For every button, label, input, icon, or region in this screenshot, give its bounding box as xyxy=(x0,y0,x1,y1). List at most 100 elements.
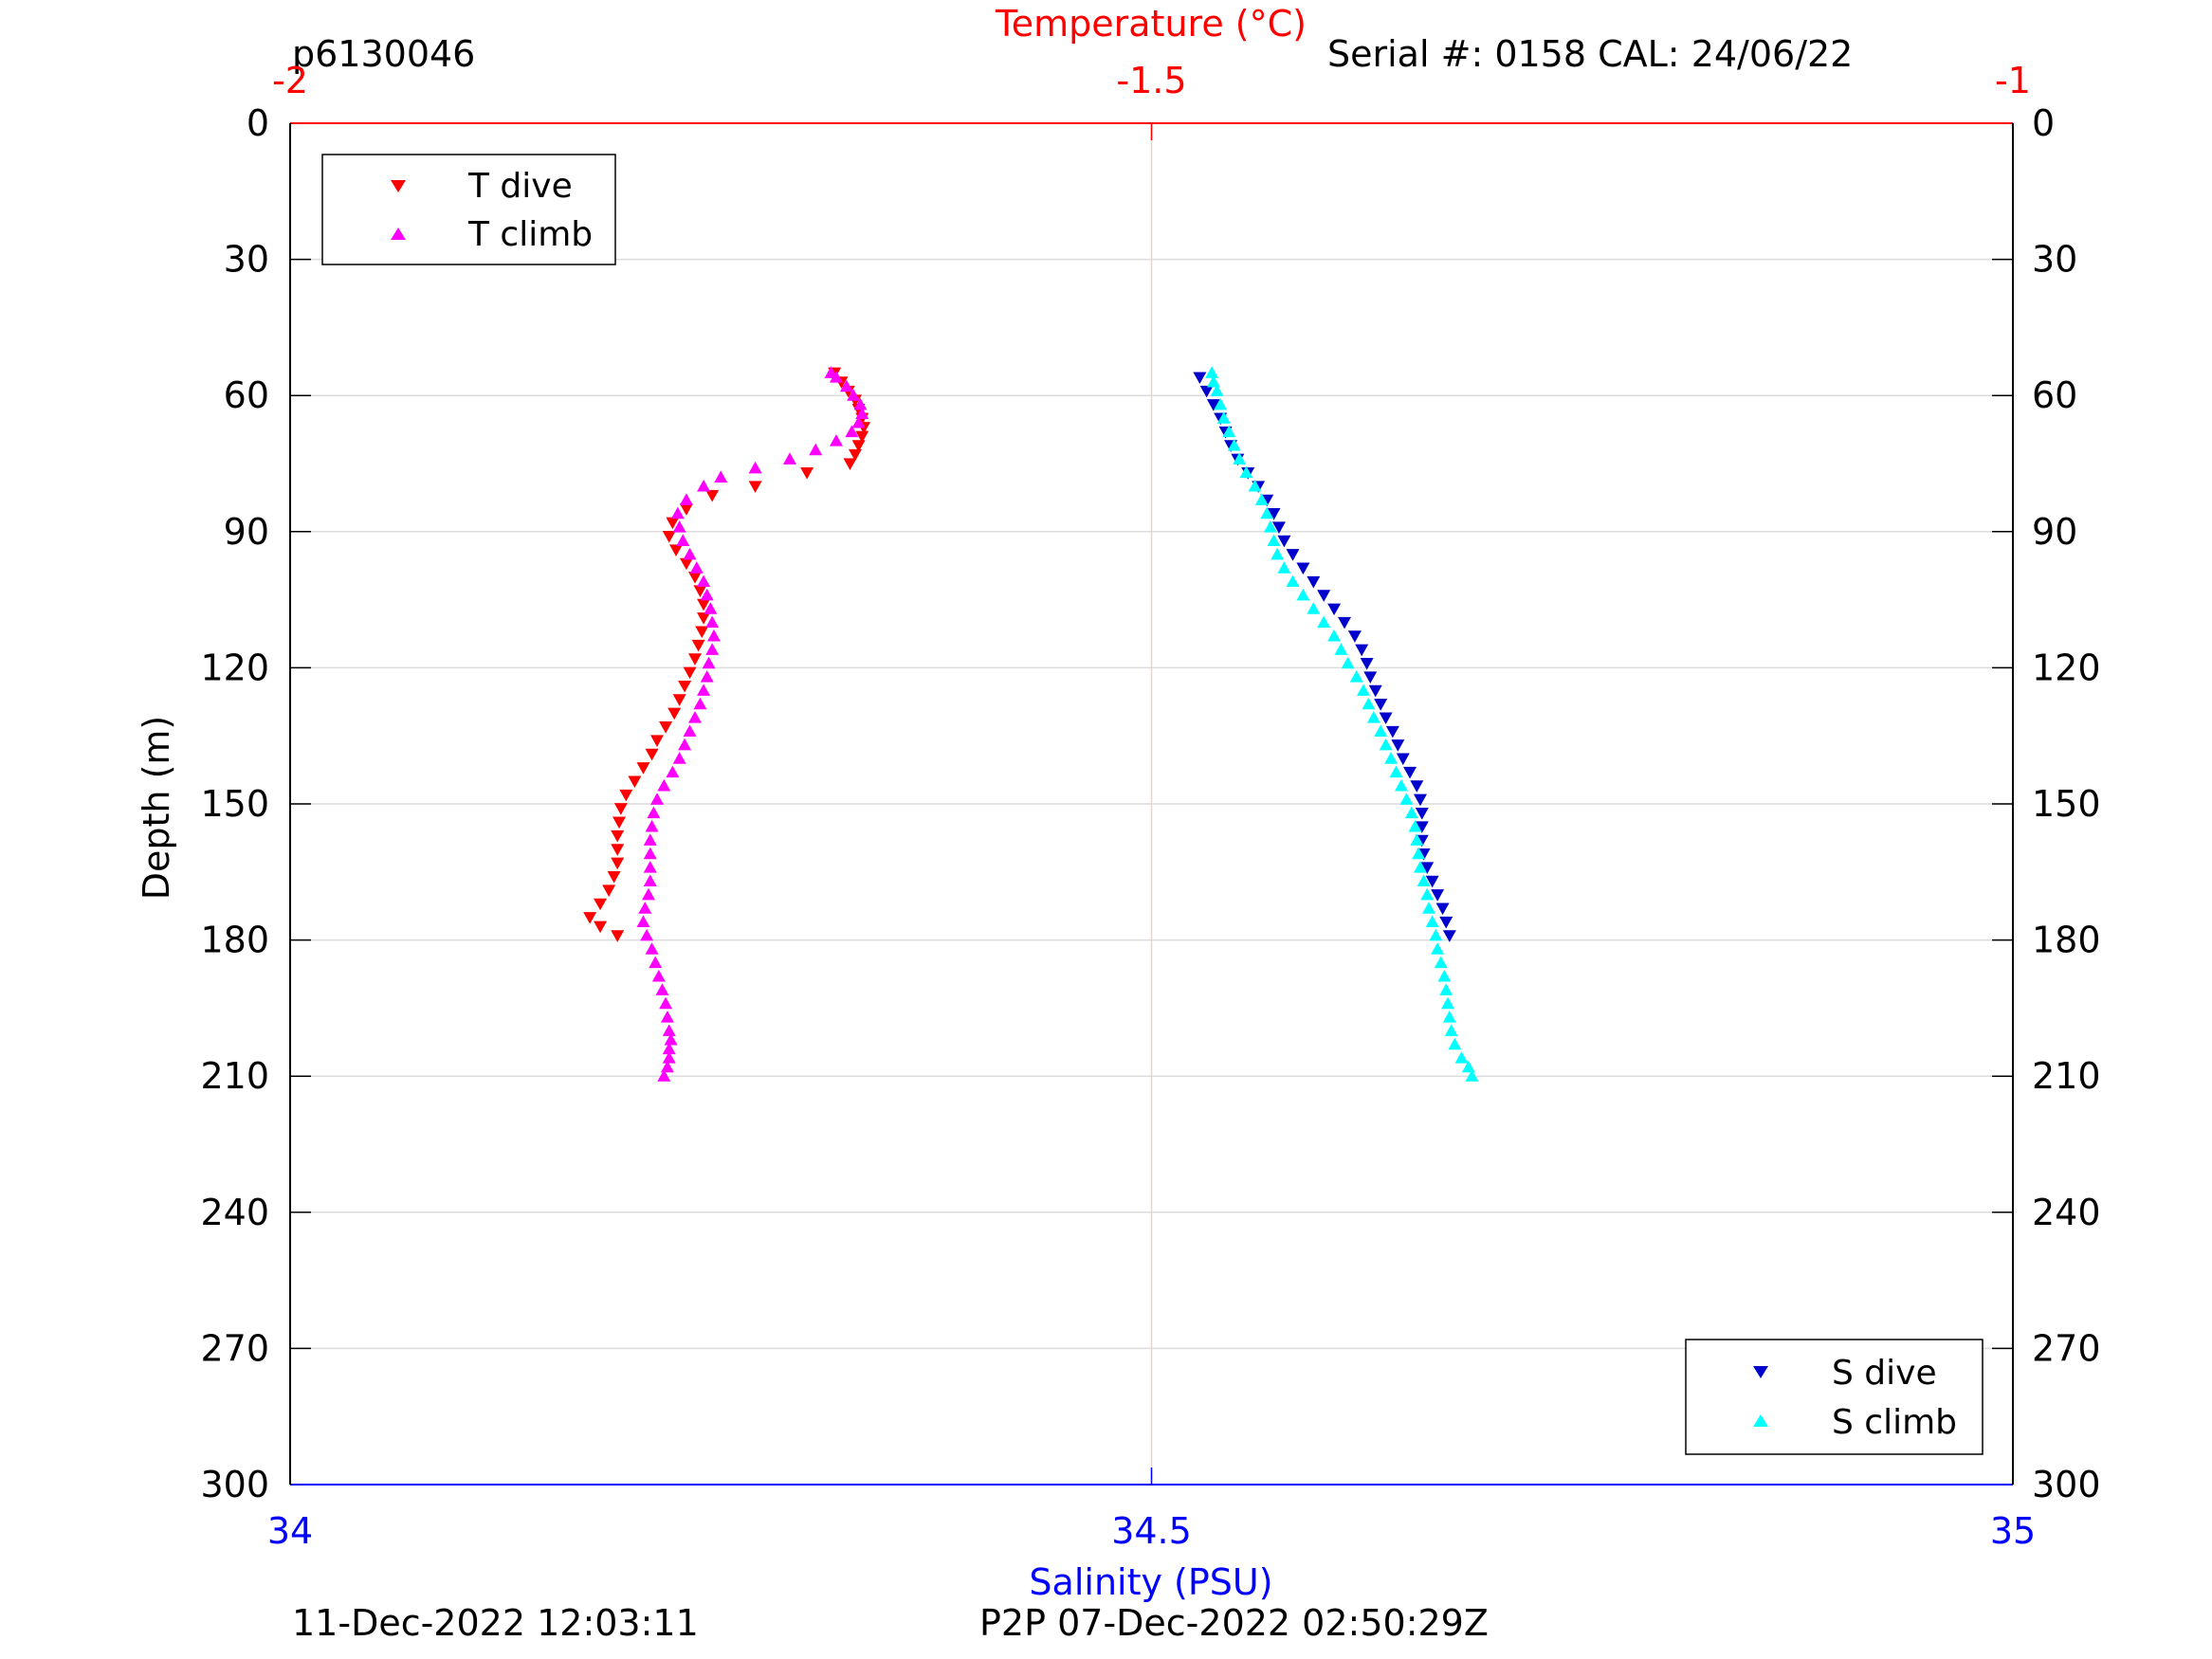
data-point xyxy=(636,915,650,928)
data-point xyxy=(1404,806,1418,819)
axis-ticks: 0 0 30 30 60 60 90 90 120 120 150 150 180 180 210 210 24… xyxy=(200,60,2100,1552)
data-point xyxy=(1206,399,1220,411)
data-point xyxy=(697,598,711,611)
data-point xyxy=(1356,684,1370,696)
data-point xyxy=(1439,916,1453,929)
legend-salinity-box xyxy=(1685,1339,1983,1455)
data-point xyxy=(1341,656,1355,669)
data-point xyxy=(693,585,707,598)
data-point xyxy=(1415,821,1429,833)
legend-s-climb-marker xyxy=(1753,1414,1768,1427)
data-point xyxy=(705,615,720,629)
data-point xyxy=(594,898,608,911)
profile-id: p6130046 xyxy=(292,33,475,75)
data-point xyxy=(636,762,650,775)
data-point xyxy=(697,684,711,696)
data-point xyxy=(1227,438,1241,451)
data-point xyxy=(643,861,657,873)
data-point xyxy=(657,1069,671,1082)
data-point xyxy=(1420,862,1435,875)
depth-tick-label-right: 180 xyxy=(2032,920,2101,961)
data-point xyxy=(1360,658,1374,670)
data-point xyxy=(662,1051,676,1064)
data-point xyxy=(1425,875,1439,888)
data-point xyxy=(1347,630,1362,643)
depth-tick-label-left: 240 xyxy=(200,1192,269,1233)
data-point xyxy=(679,503,693,516)
depth-tick-label-right: 210 xyxy=(2032,1055,2101,1097)
data-point xyxy=(1349,669,1363,683)
depth-tick-label-left: 60 xyxy=(224,374,269,416)
data-point xyxy=(693,697,707,710)
depth-tick-label-right: 30 xyxy=(2032,239,2077,281)
data-point xyxy=(1439,983,1453,995)
data-point xyxy=(650,793,665,805)
p2p-timestamp: P2P 07-Dec-2022 02:50:29Z xyxy=(979,1602,1489,1644)
data-point xyxy=(704,602,718,614)
data-point xyxy=(705,489,720,502)
data-point xyxy=(706,629,721,642)
data-point xyxy=(649,956,663,969)
depth-tick-label-right: 0 xyxy=(2032,102,2055,144)
data-point xyxy=(1327,603,1342,616)
data-point xyxy=(1248,479,1262,492)
data-point xyxy=(687,653,702,665)
legend-s-climb-label: S climb xyxy=(1832,1403,1957,1442)
data-point xyxy=(664,1032,678,1046)
data-point xyxy=(1239,465,1253,479)
timestamp: 11-Dec-2022 12:03:11 xyxy=(292,1602,699,1644)
data-point xyxy=(1254,493,1269,505)
data-point xyxy=(1422,902,1436,914)
data-point xyxy=(697,612,711,625)
data-point xyxy=(1317,590,1331,602)
depth-tick-label-right: 90 xyxy=(2032,511,2077,553)
data-point xyxy=(839,379,853,392)
data-point xyxy=(1461,1060,1475,1073)
depth-tick-label-left: 90 xyxy=(224,511,269,553)
legend-s-dive-marker xyxy=(1753,1366,1768,1378)
data-point xyxy=(1441,996,1455,1010)
data-point xyxy=(1307,602,1321,614)
data-point xyxy=(662,1042,676,1055)
data-point xyxy=(700,669,714,683)
data-point xyxy=(1429,928,1443,941)
data-point xyxy=(667,707,682,720)
data-point xyxy=(1334,643,1348,655)
data-point xyxy=(1420,887,1435,901)
data-point xyxy=(672,520,686,533)
data-point xyxy=(640,928,654,941)
data-point xyxy=(645,748,659,761)
data-point xyxy=(697,479,711,492)
data-point xyxy=(855,407,869,419)
data-point xyxy=(1389,765,1403,778)
series-s-climb xyxy=(1205,366,1479,1082)
data-point xyxy=(1216,411,1231,424)
data-point xyxy=(1338,616,1352,629)
data-point xyxy=(809,443,823,456)
depth-tick-label-right: 240 xyxy=(2032,1192,2101,1233)
data-point xyxy=(695,626,709,639)
data-point xyxy=(612,816,627,830)
data-point xyxy=(683,547,697,560)
data-point xyxy=(1412,847,1426,860)
data-point xyxy=(829,434,843,447)
data-point xyxy=(660,1060,674,1073)
data-point xyxy=(687,711,702,723)
data-point xyxy=(655,983,669,995)
depth-tick-label-left: 270 xyxy=(200,1327,269,1369)
data-point xyxy=(651,969,666,982)
data-point xyxy=(679,493,693,505)
data-point xyxy=(855,430,869,444)
data-point xyxy=(672,752,686,764)
data-point xyxy=(1271,547,1285,560)
data-point xyxy=(1465,1069,1479,1082)
legend-t-dive-label: T dive xyxy=(467,167,573,206)
data-point xyxy=(1454,1051,1469,1064)
data-point xyxy=(800,466,814,480)
data-point xyxy=(594,921,608,934)
data-point xyxy=(1233,452,1247,465)
salinity-tick-label: 34.5 xyxy=(1111,1510,1192,1552)
data-point xyxy=(1374,699,1388,711)
temperature-tick-label: -1 xyxy=(1995,60,2031,101)
data-point xyxy=(824,366,838,378)
